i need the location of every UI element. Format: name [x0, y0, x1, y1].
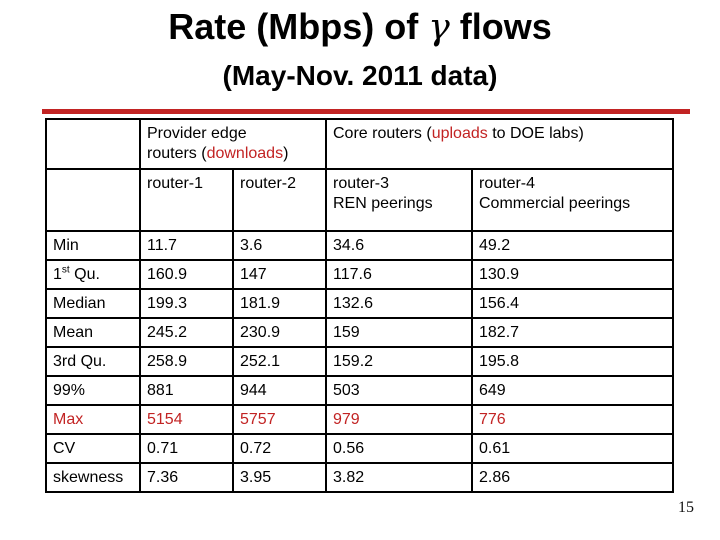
- stat-label-cell: 99%: [45, 375, 141, 406]
- row-skewness: skewness 7.36 3.95 3.82 2.86: [45, 462, 674, 493]
- stat-value-cell: 0.72: [232, 433, 327, 464]
- title-divider-rule: [42, 109, 690, 114]
- corner-cell-top: [45, 118, 141, 170]
- stat-label-cell: Max: [45, 404, 141, 435]
- stat-value-cell: 159.2: [325, 346, 473, 377]
- stat-value-cell: 132.6: [325, 288, 473, 319]
- stat-label: 3rd Qu.: [53, 352, 107, 370]
- stat-label: Min: [53, 236, 79, 254]
- stat-value-cell: 776: [471, 404, 674, 435]
- stat-label: 99%: [53, 381, 86, 399]
- stat-value-cell: 2.86: [471, 462, 674, 493]
- stat-value-cell: 7.36: [139, 462, 234, 493]
- stat-value-cell: 252.1: [232, 346, 327, 377]
- stat-value-cell: 49.2: [471, 230, 674, 261]
- stat-value-cell: 34.6: [325, 230, 473, 261]
- gamma-symbol: γ: [428, 7, 450, 48]
- stat-value-cell: 0.61: [471, 433, 674, 464]
- stat-label-cell: Min: [45, 230, 141, 261]
- stat-value-cell: 230.9: [232, 317, 327, 348]
- stat-value-cell: 159: [325, 317, 473, 348]
- row-median: Median 199.3 181.9 132.6 156.4: [45, 288, 674, 319]
- stat-value-cell: 130.9: [471, 259, 674, 290]
- col-header-router-2: router-2: [232, 168, 327, 232]
- page-number: 15: [678, 499, 694, 516]
- provider-edge-text: Provider edge routers (: [147, 125, 247, 162]
- row-max: Max 5154 5757 979 776: [45, 404, 674, 435]
- stat-value-cell: 944: [232, 375, 327, 406]
- stat-value-cell: 3.6: [232, 230, 327, 261]
- stat-value-cell: 881: [139, 375, 234, 406]
- stat-value-cell: 117.6: [325, 259, 473, 290]
- stat-value-cell: 5154: [139, 404, 234, 435]
- row-99pct: 99% 881 944 503 649: [45, 375, 674, 406]
- stat-label-sup: st: [61, 264, 70, 276]
- column-header-row: router-1 router-2 router-3 REN peerings …: [45, 168, 674, 232]
- row-1st-qu: 1st Qu. 160.9 147 117.6 130.9: [45, 259, 674, 290]
- col-header-router-1: router-1: [139, 168, 234, 232]
- stat-value-cell: 3.82: [325, 462, 473, 493]
- stat-value-cell: 503: [325, 375, 473, 406]
- corner-cell-bottom: [45, 168, 141, 232]
- stat-value-cell: 199.3: [139, 288, 234, 319]
- stat-label-cell: 1st Qu.: [45, 259, 141, 290]
- stat-value-cell: 181.9: [232, 288, 327, 319]
- stat-value-cell: 5757: [232, 404, 327, 435]
- col-group-core-routers: Core routers (uploads to DOE labs): [325, 118, 674, 170]
- stat-label: Median: [53, 294, 106, 312]
- stat-value-cell: 649: [471, 375, 674, 406]
- slide-subtitle: (May-Nov. 2011 data): [222, 60, 498, 91]
- stat-label-rest: Qu.: [69, 265, 100, 283]
- stat-label: 1: [53, 265, 62, 283]
- stat-label: Mean: [53, 323, 94, 341]
- stat-label-cell: CV: [45, 433, 141, 464]
- stat-label-cell: Median: [45, 288, 141, 319]
- stat-value-cell: 195.8: [471, 346, 674, 377]
- row-min: Min 11.7 3.6 34.6 49.2: [45, 230, 674, 261]
- group-header-row: Provider edge routers (downloads) Core r…: [45, 118, 674, 170]
- title-text-suffix: flows: [449, 6, 552, 47]
- col-group-provider-edge: Provider edge routers (downloads): [139, 118, 327, 170]
- row-cv: CV 0.71 0.72 0.56 0.61: [45, 433, 674, 464]
- uploads-highlight: uploads: [431, 125, 488, 142]
- stat-label-cell: skewness: [45, 462, 141, 493]
- stat-value-cell: 245.2: [139, 317, 234, 348]
- stat-value-cell: 3.95: [232, 462, 327, 493]
- stat-label-cell: Mean: [45, 317, 141, 348]
- stat-label: Max: [53, 410, 84, 428]
- stat-value-cell: 979: [325, 404, 473, 435]
- row-3rd-qu: 3rd Qu. 258.9 252.1 159.2 195.8: [45, 346, 674, 377]
- stat-value-cell: 258.9: [139, 346, 234, 377]
- stat-value-cell: 160.9: [139, 259, 234, 290]
- rate-stats-table: Provider edge routers (downloads) Core r…: [45, 118, 674, 493]
- core-routers-text: Core routers (: [333, 125, 432, 142]
- col-header-router-4: router-4 Commercial peerings: [471, 168, 674, 232]
- title-text-prefix: Rate (Mbps) of: [168, 6, 429, 47]
- stat-value-cell: 0.71: [139, 433, 234, 464]
- downloads-highlight: downloads: [206, 145, 284, 162]
- slide-title: Rate (Mbps) of γ flows: [0, 6, 720, 48]
- col-header-router-3: router-3 REN peerings: [325, 168, 473, 232]
- core-routers-text-end: to DOE labs): [487, 125, 584, 142]
- stat-label: CV: [53, 439, 76, 457]
- stat-label-cell: 3rd Qu.: [45, 346, 141, 377]
- stat-value-cell: 0.56: [325, 433, 473, 464]
- row-mean: Mean 245.2 230.9 159 182.7: [45, 317, 674, 348]
- stat-value-cell: 11.7: [139, 230, 234, 261]
- stat-value-cell: 147: [232, 259, 327, 290]
- stat-label: skewness: [53, 468, 124, 486]
- stat-value-cell: 182.7: [471, 317, 674, 348]
- provider-edge-text-end: ): [283, 145, 289, 162]
- stat-value-cell: 156.4: [471, 288, 674, 319]
